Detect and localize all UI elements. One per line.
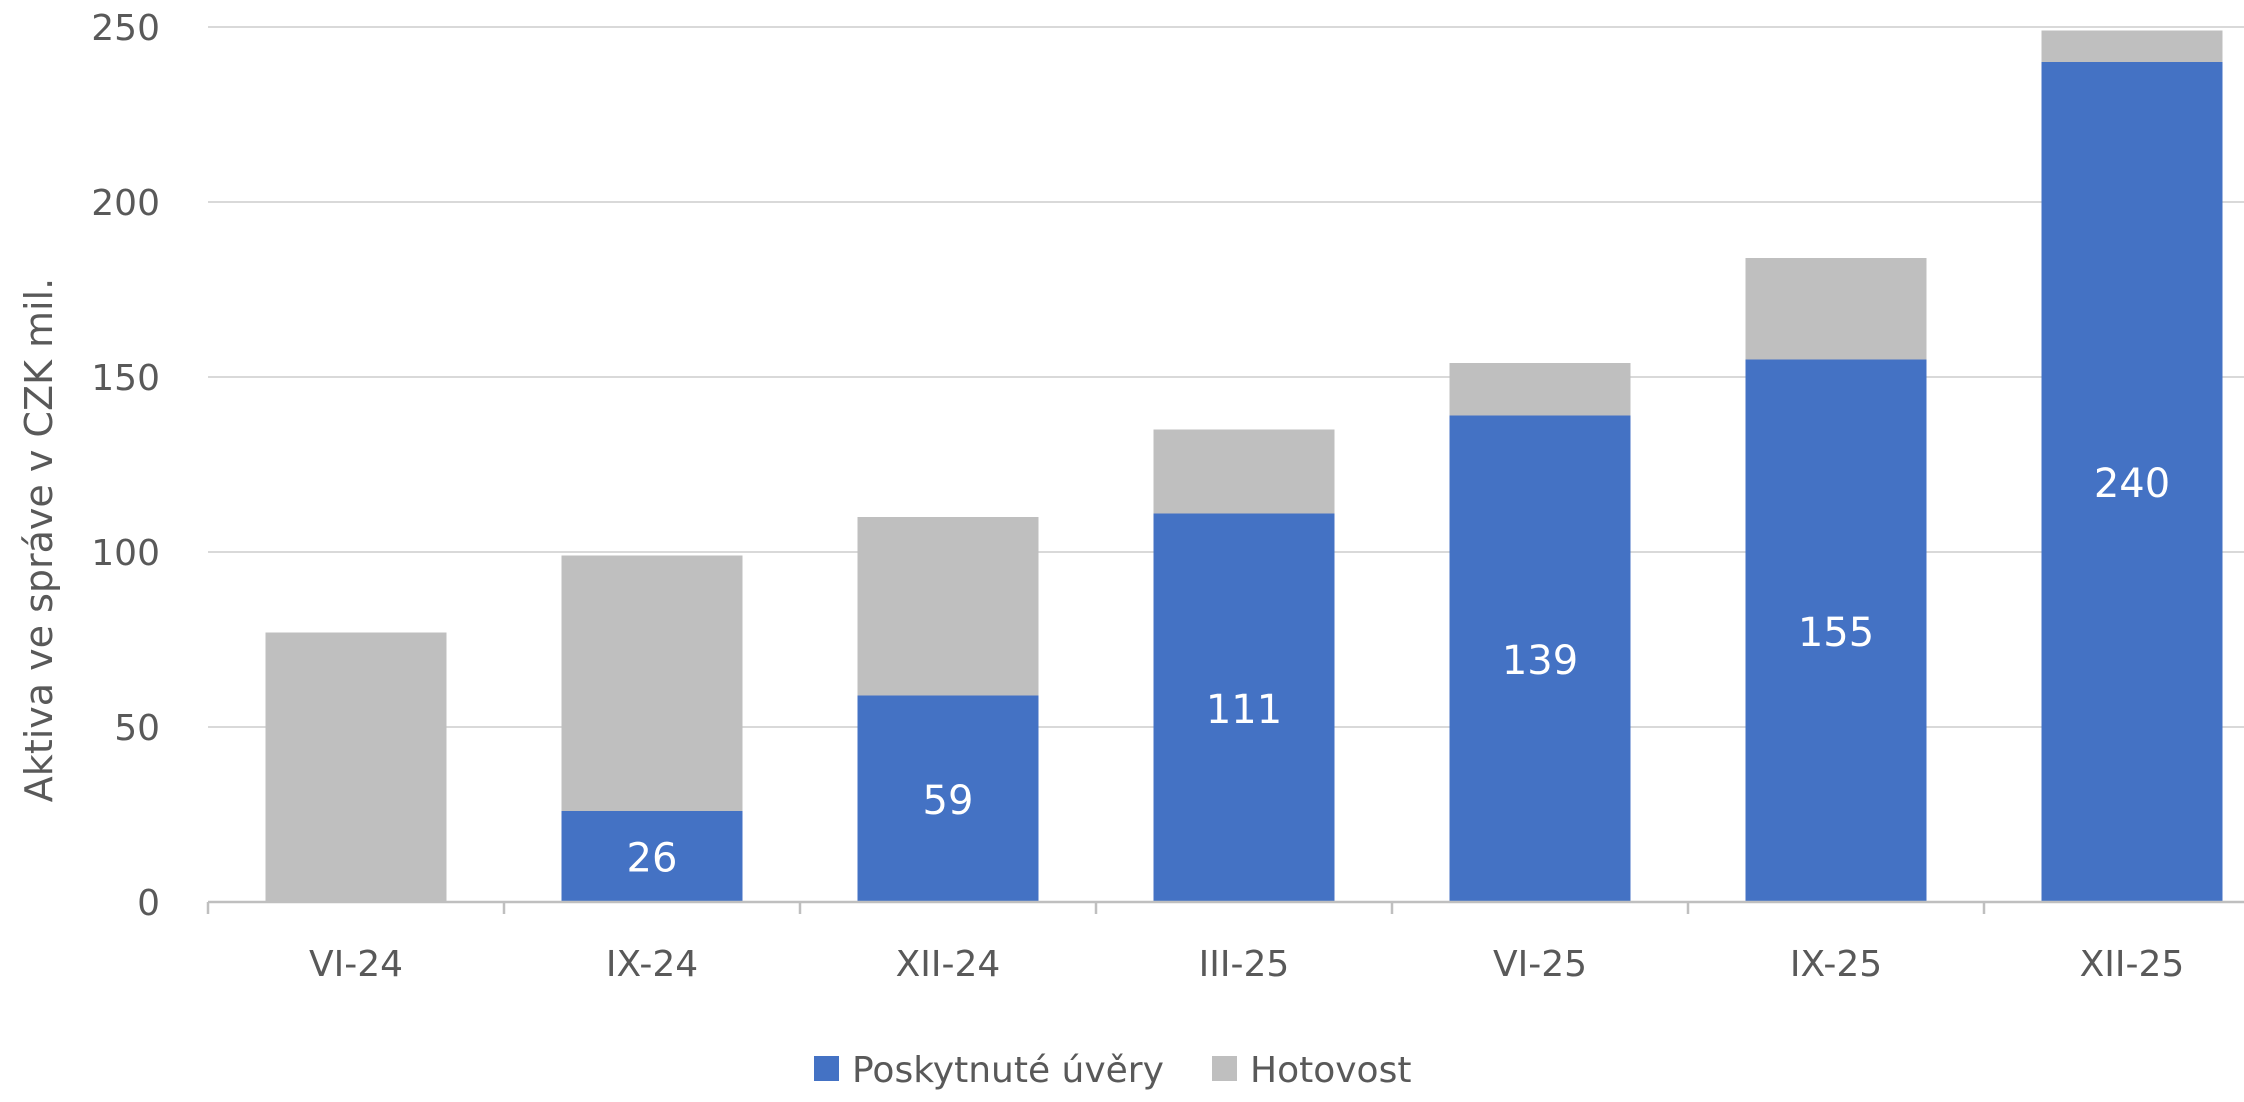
data-label: 139 xyxy=(1502,638,1578,684)
y-tick-label: 150 xyxy=(91,358,160,399)
bar-poskytnute-uvery xyxy=(1153,513,1335,902)
y-tick-label: 50 xyxy=(114,708,160,749)
bar-hotovost xyxy=(2041,30,2223,62)
legend-swatch xyxy=(814,1056,839,1081)
x-tick-label: III-25 xyxy=(1199,944,1290,985)
data-label: 59 xyxy=(923,778,974,824)
x-tick-label: XII-24 xyxy=(896,944,1001,985)
bar-hotovost xyxy=(561,555,743,811)
data-label: 155 xyxy=(1798,610,1874,656)
x-tick-label: IX-24 xyxy=(606,944,698,985)
bar-hotovost xyxy=(1153,429,1335,514)
y-tick-label: 250 xyxy=(91,8,160,49)
bar-hotovost xyxy=(1449,363,1631,416)
x-tick-label: VI-24 xyxy=(309,944,403,985)
bar-hotovost xyxy=(857,517,1039,696)
axes: 0 50 100 150 200 250 VI-24 IX-24 XII-24 III-25 VI-… xyxy=(91,8,2244,985)
x-tick-label: VI-25 xyxy=(1493,944,1587,985)
bar-poskytnute-uvery xyxy=(1745,359,1927,902)
data-label: 240 xyxy=(2094,461,2170,507)
x-tick-label: IX-25 xyxy=(1790,944,1882,985)
data-label: 111 xyxy=(1206,687,1282,733)
legend-label: Hotovost xyxy=(1250,1050,1411,1091)
legend: Poskytnuté úvěry Hotovost xyxy=(814,1050,1411,1091)
legend-swatch xyxy=(1212,1056,1237,1081)
y-axis-title: Aktiva ve správe v CZK mil. xyxy=(17,278,61,802)
data-labels: 26 59 111 139 155 240 xyxy=(627,461,2171,882)
y-tick-label: 100 xyxy=(91,533,160,574)
x-tick-label: XII-25 xyxy=(2080,944,2185,985)
bar-poskytnute-uvery xyxy=(2041,62,2223,902)
y-tick-label: 200 xyxy=(91,183,160,224)
bar-hotovost xyxy=(1745,258,1927,360)
bar-poskytnute-uvery xyxy=(561,811,743,902)
bar-poskytnute-uvery xyxy=(1449,415,1631,902)
bars xyxy=(265,30,2223,902)
bar-poskytnute-uvery xyxy=(857,695,1039,902)
legend-label: Poskytnuté úvěry xyxy=(852,1050,1164,1091)
bar-hotovost xyxy=(265,632,447,902)
data-label: 26 xyxy=(627,836,678,882)
y-tick-label: 0 xyxy=(137,883,160,924)
